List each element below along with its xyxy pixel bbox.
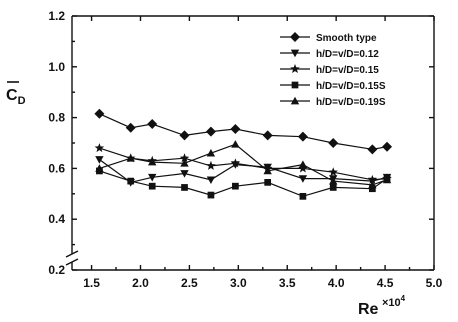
data-point [367,144,378,155]
x-tick-label: 2.0 [132,276,149,290]
data-point [127,177,135,185]
legend: Smooth type h/D=v/D=0.12 h/D=v/D=0.15 h/D=v… [280,32,386,108]
data-point [126,154,135,162]
legend-marker [291,81,299,89]
data-point [299,192,307,200]
data-point [207,191,215,199]
data-point [94,108,105,119]
legend-item: h/D=v/D=0.15 [280,64,379,76]
axes [65,15,435,271]
x-axis-exponent-base: ×10 [382,297,401,309]
data-point [180,170,189,178]
x-tick-label: 3.0 [230,276,247,290]
data-point [297,131,308,142]
series-line [99,159,388,184]
data-point [231,140,240,148]
legend-label: h/D=v/D=0.15 [316,65,379,76]
x-axis-exponent-power: 4 [401,294,406,303]
data-point [328,167,338,177]
data-point [232,182,239,190]
y-tick-label: 0.8 [48,111,65,125]
data-point [180,159,189,167]
data-point [263,166,272,175]
x-tick-label: 3.5 [279,276,296,290]
data-point [95,156,104,164]
legend-item: h/D=v/D=0.19S [280,96,386,108]
x-tick-label: 5.0 [426,276,443,290]
y-axis-title: CD [6,81,26,107]
x-tick-label: 1.5 [83,276,100,290]
data-point [179,130,190,141]
legend-label: h/D=v/D=0.12 [316,49,379,60]
data-point [205,126,216,137]
data-point [148,157,157,166]
x-tick-label: 4.5 [377,276,394,290]
svg-text:×104: ×104 [382,294,406,309]
data-point [230,124,241,135]
data-point [368,180,377,189]
y-tick-label: 0.4 [48,212,65,226]
data-point [148,182,156,190]
y-axis-title-main: C [6,87,18,104]
data-point [382,141,393,152]
legend-label: h/D=v/D=0.19S [316,97,386,108]
series-4 [95,140,392,189]
legend-marker [290,49,300,58]
data-point [367,174,378,184]
legend-marker [290,96,300,105]
data-point [125,122,136,133]
data-point [382,175,392,184]
legend-item: h/D=v/D=0.15S [280,81,386,92]
x-tick-label: 2.5 [181,276,198,290]
svg-text:CD: CD [6,87,26,107]
data-point [329,184,337,191]
data-point [181,184,188,191]
axis-break-mark-upper [65,250,79,258]
data-point [148,173,157,182]
series-line [99,113,388,150]
legend-item: Smooth type [280,32,377,44]
legend-label: Smooth type [316,33,377,44]
data-point [179,153,190,163]
series-2 [94,143,392,184]
legend-label: h/D=v/D=0.15S [316,81,386,92]
data-point [298,160,308,168]
x-tick-label: 4.0 [328,276,345,290]
data-point [206,148,216,157]
y-axis-title-sub: D [18,95,26,107]
data-point [94,143,105,153]
data-point [328,138,339,148]
y-tick-label: 1.2 [48,9,65,23]
data-point [95,164,104,172]
y-tick-label: 1.0 [48,60,65,74]
ticks: 0.2 0.4 0.6 0.8 1.0 1.2 1.5 2.0 2.5 3.0 3.5 4.0 4.5 5… [48,9,442,290]
data-point [369,185,376,193]
series-layer [94,108,393,200]
x-axis-title: Re ×104 [358,294,406,318]
series-0 [94,108,393,155]
data-point [230,158,241,168]
legend-marker [290,64,300,74]
data-point [206,176,216,185]
series-line [99,147,388,181]
data-point [264,179,272,186]
y-tick-label: 0.2 [48,263,65,277]
legend-marker [290,32,300,42]
axis-break-mark-lower [65,258,79,266]
data-point [298,175,308,183]
x-axis-title-main: Re [358,301,379,318]
series-3 [96,167,391,200]
data-point [206,160,216,170]
data-point [262,130,273,141]
data-point [147,118,158,129]
legend-item: h/D=v/D=0.12 [280,49,379,60]
data-point [329,176,338,185]
y-tick-label: 0.6 [48,161,65,175]
